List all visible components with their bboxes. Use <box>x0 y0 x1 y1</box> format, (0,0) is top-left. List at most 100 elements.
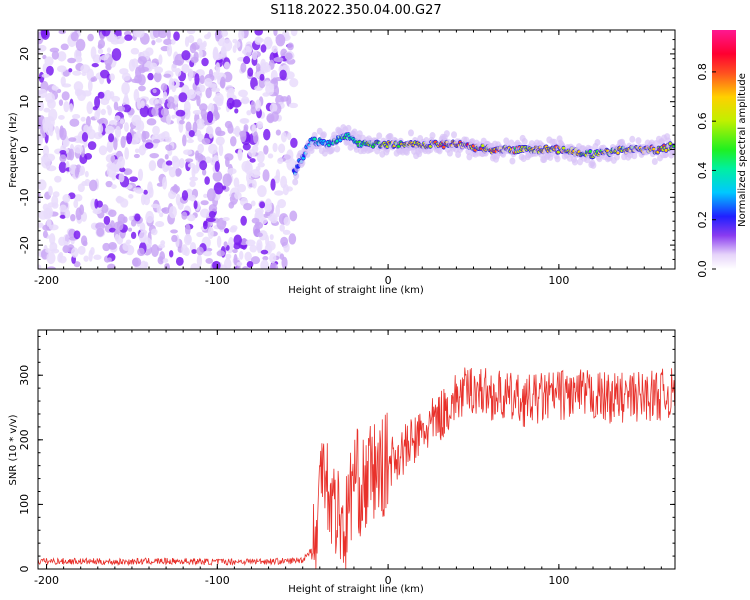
spectrogram-cell <box>96 200 103 208</box>
spectrogram-cell <box>218 143 224 157</box>
spectrogram-cell <box>482 149 489 157</box>
spectrogram-cell <box>270 178 276 191</box>
spectrogram-cell <box>275 204 281 218</box>
spectrogram-cell <box>107 106 112 116</box>
spectrogram-cell <box>313 137 317 141</box>
spectrogram-cell <box>155 221 165 228</box>
spectrogram-cell <box>203 34 211 40</box>
chart-title: S118.2022.350.04.00.G27 <box>270 3 441 18</box>
spectrogram-cell <box>251 50 258 61</box>
spectrogram-cell <box>88 179 98 192</box>
spectrogram-cell <box>63 101 70 113</box>
spectrogram-cell <box>96 119 104 124</box>
spectrogram-cell <box>145 210 155 224</box>
spectrogram-cell <box>154 103 162 109</box>
spectrogram-cell <box>152 125 160 136</box>
spectrogram-cell <box>116 220 124 231</box>
spectrogram-cell <box>672 144 675 148</box>
spectrogram-cell <box>60 43 69 51</box>
spectrogram-cell <box>208 203 218 213</box>
spectrogram-cell <box>273 85 280 97</box>
spectrogram-cell <box>108 133 115 143</box>
spectrogram-cell <box>148 97 159 106</box>
spectrogram-cell <box>292 178 299 186</box>
spectrogram-cell <box>143 196 151 206</box>
spectrogram-cell <box>215 136 225 146</box>
spectrogram-cell <box>229 226 237 233</box>
spectrogram-xtick-label: -100 <box>205 274 230 287</box>
spectrogram-cell <box>237 183 247 193</box>
snr-xtick-label: -200 <box>34 574 59 587</box>
spectrogram-cell <box>134 189 144 194</box>
spectrogram-cell <box>216 217 227 230</box>
spectrogram-cell <box>123 168 133 175</box>
spectrogram-cell <box>116 105 126 112</box>
spectrogram-cell <box>43 107 51 113</box>
spectrogram-cell <box>631 152 638 160</box>
spectrogram-cell <box>79 204 85 216</box>
spectrogram-cell <box>257 185 267 198</box>
spectrogram-cell <box>250 169 261 178</box>
spectrogram-cell <box>46 65 54 76</box>
spectrogram-cell <box>203 193 208 199</box>
spectrogram-cell <box>192 109 203 115</box>
spectrogram-cell <box>157 97 166 105</box>
spectrogram-cell <box>182 134 187 147</box>
spectrogram-cell <box>215 126 222 136</box>
spectrogram-cell <box>51 195 59 207</box>
spectrogram-cell <box>134 148 140 154</box>
spectrogram-cell <box>171 63 177 73</box>
spectrogram-cell <box>253 131 259 144</box>
spectrogram-cell <box>121 81 130 95</box>
spectrogram-cell <box>274 190 284 196</box>
spectrogram-cell <box>102 242 111 252</box>
spectrogram-cell <box>245 41 254 53</box>
spectrogram-cell <box>108 209 117 217</box>
spectrogram-cell <box>98 145 108 156</box>
spectrogram-cell <box>70 213 76 222</box>
spectrogram-cell <box>240 118 249 123</box>
spectrogram-cell <box>264 198 272 211</box>
spectrogram-cell <box>199 160 208 171</box>
spectrogram-cell <box>214 92 224 105</box>
spectrogram-cell <box>256 151 265 164</box>
spectrogram-cell <box>139 222 146 233</box>
spectrogram-cell <box>57 253 63 263</box>
spectrogram-cell <box>175 109 186 117</box>
spectrogram-cell <box>62 245 70 254</box>
spectrogram-cell <box>90 246 95 256</box>
snr-line <box>38 367 675 569</box>
spectrogram-ytick-label: 0 <box>18 146 31 153</box>
spectrogram-cell <box>151 107 159 117</box>
spectrogram-cell <box>97 48 104 55</box>
spectrogram-cell <box>101 30 111 37</box>
spectrogram-cell <box>236 261 243 266</box>
spectrogram-cell <box>255 63 261 72</box>
spectrogram-ytick-label: -20 <box>18 236 31 254</box>
spectrogram-cell <box>264 61 269 73</box>
spectrogram-cell <box>181 211 188 220</box>
spectrogram-cell <box>220 76 226 89</box>
spectrogram-cell <box>143 189 148 195</box>
spectrogram-cell <box>56 65 67 73</box>
spectrogram-cell <box>265 240 276 251</box>
spectrogram-cell <box>131 58 139 68</box>
spectrogram-cell <box>190 263 200 269</box>
spectrogram-cell <box>233 234 242 246</box>
colorbar-gradient <box>712 30 736 269</box>
spectrogram-cell <box>38 222 44 228</box>
spectrogram-cell <box>108 227 116 233</box>
spectrogram-cell <box>588 149 592 153</box>
spectrogram-cell <box>73 230 81 240</box>
spectrogram-cell <box>41 73 50 78</box>
spectrogram-cell <box>128 215 134 221</box>
spectrogram-cell <box>481 144 485 148</box>
spectrogram-cell <box>223 61 231 70</box>
spectrogram-cell <box>215 62 221 75</box>
spectrogram-cell <box>156 204 162 214</box>
spectrogram-cell <box>84 152 93 160</box>
spectrogram-cell <box>59 127 67 141</box>
spectrogram-cell <box>42 54 47 60</box>
spectrogram-cell <box>286 132 292 141</box>
spectrogram-cell <box>281 256 288 269</box>
